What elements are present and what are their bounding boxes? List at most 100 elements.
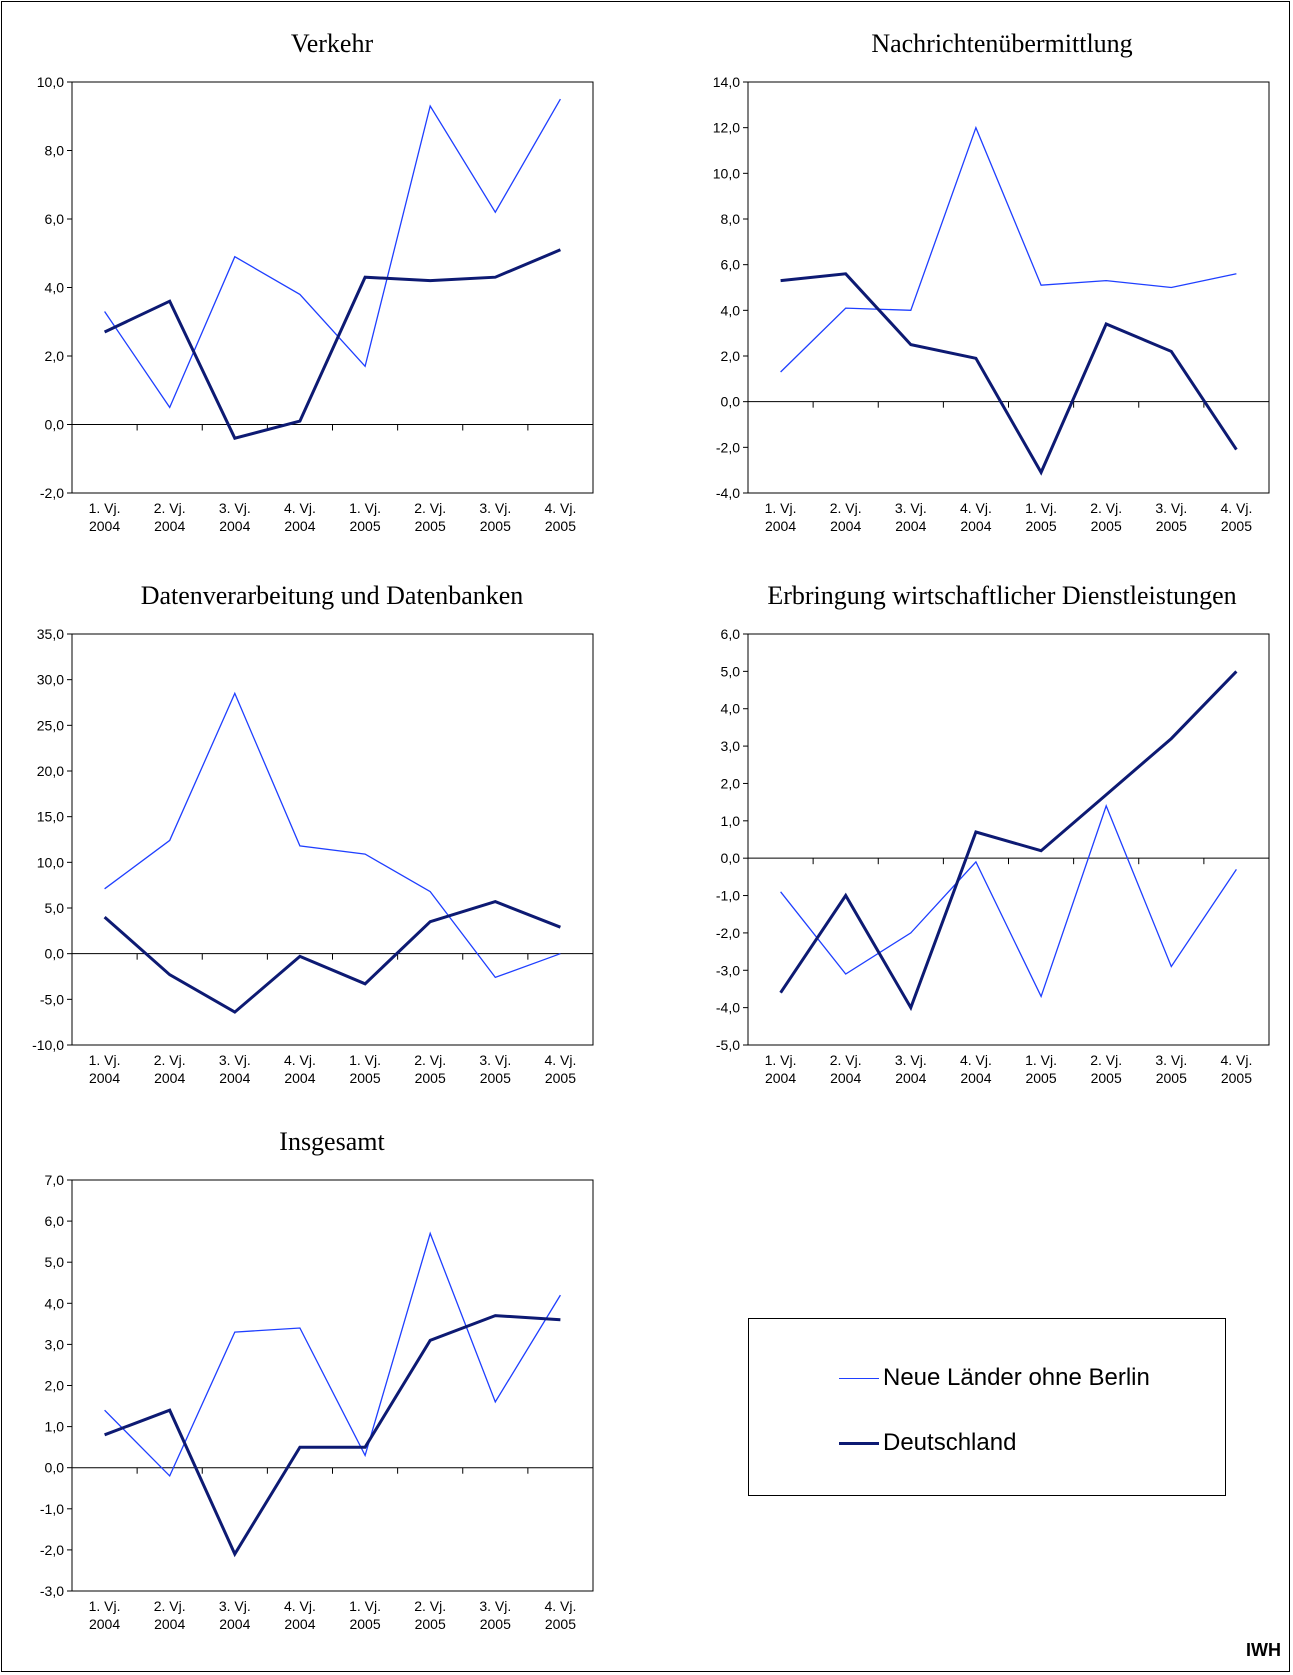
- chart3-erbringung-wirtschaftlicher-dienstleistungen-y-tick-label: 4,0: [721, 701, 741, 717]
- chart3-erbringung-wirtschaftlicher-dienstleistungen-series-neue-laender-ohne-berlin: [780, 804, 1237, 999]
- chart1-nachrichtenuebermittlung-y-tick-label: -4,0: [716, 485, 740, 501]
- chart4-insgesamt-y-tick-label: 3,0: [45, 1336, 65, 1352]
- chart1-nachrichtenuebermittlung-x-tick-label: 2. Vj. 2004: [830, 500, 862, 534]
- chart4-insgesamt-x-tick-label: 2. Vj. 2005: [414, 1598, 446, 1632]
- chart4-insgesamt-x-tick-label: 3. Vj. 2005: [479, 1598, 511, 1632]
- source-label: IWH: [1246, 1640, 1281, 1660]
- chart0-verkehr-x-tick-label: 2. Vj. 2004: [154, 500, 186, 534]
- chart4-insgesamt-x-tick-label: 4. Vj. 2004: [284, 1598, 316, 1632]
- legend-item-deutschland: Deutschland: [839, 1429, 1016, 1457]
- legend-item-neue-laender: Neue Länder ohne Berlin: [839, 1364, 1150, 1392]
- chart2-datenverarbeitung-und-datenbanken-x-tick-label: 1. Vj. 2004: [89, 1052, 121, 1086]
- chart3-erbringung-wirtschaftlicher-dienstleistungen-x-tick-label: 1. Vj. 2005: [1025, 1052, 1057, 1086]
- chart0-verkehr-y-tick-label: 0,0: [45, 417, 65, 433]
- legend-swatch-neue-laender: [839, 1377, 879, 1379]
- chart2-datenverarbeitung-und-datenbanken-y-tick-label: 25,0: [37, 717, 64, 733]
- chart2-datenverarbeitung-und-datenbanken-y-tick-label: 30,0: [37, 672, 64, 688]
- chart4-insgesamt-x-tick-label: 1. Vj. 2004: [89, 1598, 121, 1632]
- chart1-nachrichtenuebermittlung-title: Nachrichtenübermittlung: [871, 29, 1132, 58]
- chart3-erbringung-wirtschaftlicher-dienstleistungen-y-tick-label: 0,0: [721, 850, 741, 866]
- chart1-nachrichtenuebermittlung-x-tick-label: 3. Vj. 2005: [1155, 500, 1187, 534]
- chart4-insgesamt-y-tick-label: 6,0: [45, 1213, 65, 1229]
- chart1-nachrichtenuebermittlung-y-tick-label: 14,0: [713, 74, 740, 90]
- chart0-verkehr-y-tick-label: 2,0: [45, 348, 65, 364]
- chart0-verkehr-y-tick-label: 4,0: [45, 280, 65, 296]
- chart3-erbringung-wirtschaftlicher-dienstleistungen-y-tick-label: -3,0: [716, 962, 740, 978]
- chart4-insgesamt-y-tick-label: 2,0: [45, 1378, 65, 1394]
- chart4-insgesamt-y-tick-label: 7,0: [45, 1172, 65, 1188]
- chart1-nachrichtenuebermittlung-x-tick-label: 4. Vj. 2005: [1220, 500, 1252, 534]
- chart1-nachrichtenuebermittlung-plot-area: [747, 81, 1270, 494]
- chart3-erbringung-wirtschaftlicher-dienstleistungen-y-tick-label: 6,0: [721, 626, 741, 642]
- chart2-datenverarbeitung-und-datenbanken-y-tick-label: 5,0: [45, 900, 65, 916]
- chart3-erbringung-wirtschaftlicher-dienstleistungen-x-tick-label: 1. Vj. 2004: [765, 1052, 797, 1086]
- chart4-insgesamt-y-tick-label: -3,0: [40, 1583, 64, 1599]
- chart3-erbringung-wirtschaftlicher-dienstleistungen-x-tick-label: 4. Vj. 2005: [1220, 1052, 1252, 1086]
- chart1-nachrichtenuebermittlung-y-tick-label: 0,0: [721, 394, 741, 410]
- chart1-nachrichtenuebermittlung-x-tick-label: 4. Vj. 2004: [960, 500, 992, 534]
- chart0-verkehr-y-tick-label: 8,0: [45, 143, 65, 159]
- chart0-verkehr-x-tick-label: 2. Vj. 2005: [414, 500, 446, 534]
- chart4-insgesamt-series-neue-laender-ohne-berlin: [104, 1231, 561, 1478]
- chart3-erbringung-wirtschaftlicher-dienstleistungen-y-tick-label: -4,0: [716, 1000, 740, 1016]
- chart4-insgesamt-x-tick-label: 1. Vj. 2005: [349, 1598, 381, 1632]
- chart4-insgesamt-y-tick-label: 1,0: [45, 1419, 65, 1435]
- chart4-insgesamt-x-tick-label: 2. Vj. 2004: [154, 1598, 186, 1632]
- chart2-datenverarbeitung-und-datenbanken-plot-area: [71, 633, 594, 1046]
- chart1-nachrichtenuebermittlung-y-tick-label: 4,0: [721, 302, 741, 318]
- chart3-erbringung-wirtschaftlicher-dienstleistungen-x-tick-label: 2. Vj. 2005: [1090, 1052, 1122, 1086]
- chart0-verkehr-plot-area: [71, 81, 594, 494]
- chart3-erbringung-wirtschaftlicher-dienstleistungen-title: Erbringung wirtschaftlicher Dienstleistu…: [767, 581, 1236, 610]
- chart0-verkehr-series-deutschland: [103, 248, 561, 440]
- chart3-erbringung-wirtschaftlicher-dienstleistungen-y-tick-label: 3,0: [721, 738, 741, 754]
- chart3-erbringung-wirtschaftlicher-dienstleistungen-x-tick-label: 2. Vj. 2004: [830, 1052, 862, 1086]
- chart0-verkehr-x-tick-label: 1. Vj. 2005: [349, 500, 381, 534]
- chart3-erbringung-wirtschaftlicher-dienstleistungen-x-tick-label: 4. Vj. 2004: [960, 1052, 992, 1086]
- chart1-nachrichtenuebermittlung-y-tick-label: 2,0: [721, 348, 741, 364]
- chart1-nachrichtenuebermittlung-series-neue-laender-ohne-berlin: [780, 125, 1237, 373]
- chart2-datenverarbeitung-und-datenbanken-y-tick-label: 15,0: [37, 809, 64, 825]
- chart3-erbringung-wirtschaftlicher-dienstleistungen-y-tick-label: 5,0: [721, 663, 741, 679]
- chart2-datenverarbeitung-und-datenbanken-y-tick-label: 0,0: [45, 946, 65, 962]
- chart2-datenverarbeitung-und-datenbanken-x-tick-label: 1. Vj. 2005: [349, 1052, 381, 1086]
- chart4-insgesamt-y-tick-label: -2,0: [40, 1542, 64, 1558]
- chart2-datenverarbeitung-und-datenbanken-x-tick-label: 4. Vj. 2004: [284, 1052, 316, 1086]
- chart2-datenverarbeitung-und-datenbanken-x-tick-label: 3. Vj. 2005: [479, 1052, 511, 1086]
- chart2-datenverarbeitung-und-datenbanken-series-deutschland: [103, 900, 561, 1014]
- legend: Neue Länder ohne Berlin Deutschland: [748, 1318, 1226, 1496]
- chart2-datenverarbeitung-und-datenbanken-y-tick-label: -10,0: [32, 1037, 64, 1053]
- chart4-insgesamt-y-tick-label: 0,0: [45, 1460, 65, 1476]
- chart2-datenverarbeitung-und-datenbanken-y-tick-label: 10,0: [37, 854, 64, 870]
- chart3-erbringung-wirtschaftlicher-dienstleistungen-y-tick-label: -5,0: [716, 1037, 740, 1053]
- chart1-nachrichtenuebermittlung-series-deutschland: [780, 272, 1238, 476]
- legend-swatch-deutschland: [839, 1441, 879, 1445]
- chart3-erbringung-wirtschaftlicher-dienstleistungen-y-tick-label: 2,0: [721, 775, 741, 791]
- chart4-insgesamt-series-deutschland: [104, 1314, 561, 1558]
- chart1-nachrichtenuebermittlung-x-tick-label: 3. Vj. 2004: [895, 500, 927, 534]
- chart0-verkehr-x-tick-label: 4. Vj. 2004: [284, 500, 316, 534]
- chart0-verkehr-x-tick-label: 3. Vj. 2004: [219, 500, 251, 534]
- chart3-erbringung-wirtschaftlicher-dienstleistungen-series-deutschland: [779, 670, 1238, 1012]
- chart1-nachrichtenuebermittlung-y-tick-label: 8,0: [721, 211, 741, 227]
- chart0-verkehr-y-tick-label: 6,0: [45, 211, 65, 227]
- chart1-nachrichtenuebermittlung-y-tick-label: -2,0: [716, 439, 740, 455]
- chart4-insgesamt-plot-area: [71, 1179, 594, 1592]
- chart1-nachrichtenuebermittlung-y-tick-label: 10,0: [713, 165, 740, 181]
- chart2-datenverarbeitung-und-datenbanken-x-tick-label: 3. Vj. 2004: [219, 1052, 251, 1086]
- chart4-insgesamt-y-tick-label: -1,0: [40, 1501, 64, 1517]
- chart0-verkehr-title: Verkehr: [291, 29, 374, 58]
- chart2-datenverarbeitung-und-datenbanken-x-tick-label: 4. Vj. 2005: [544, 1052, 576, 1086]
- chart2-datenverarbeitung-und-datenbanken-x-tick-label: 2. Vj. 2004: [154, 1052, 186, 1086]
- chart2-datenverarbeitung-und-datenbanken-y-tick-label: 20,0: [37, 763, 64, 779]
- chart2-datenverarbeitung-und-datenbanken-series-neue-laender-ohne-berlin: [104, 691, 561, 979]
- chart0-verkehr-series-neue-laender-ohne-berlin: [104, 98, 561, 409]
- chart3-erbringung-wirtschaftlicher-dienstleistungen-x-tick-label: 3. Vj. 2005: [1155, 1052, 1187, 1086]
- chart3-erbringung-wirtschaftlicher-dienstleistungen-y-tick-label: -1,0: [716, 888, 740, 904]
- chart2-datenverarbeitung-und-datenbanken-title: Datenverarbeitung und Datenbanken: [141, 581, 524, 610]
- chart0-verkehr-y-tick-label: -2,0: [40, 485, 64, 501]
- chart2-datenverarbeitung-und-datenbanken-x-tick-label: 2. Vj. 2005: [414, 1052, 446, 1086]
- chart0-verkehr-x-tick-label: 4. Vj. 2005: [544, 500, 576, 534]
- chart3-erbringung-wirtschaftlicher-dienstleistungen-x-tick-label: 3. Vj. 2004: [895, 1052, 927, 1086]
- chart1-nachrichtenuebermittlung-y-tick-label: 12,0: [713, 120, 740, 136]
